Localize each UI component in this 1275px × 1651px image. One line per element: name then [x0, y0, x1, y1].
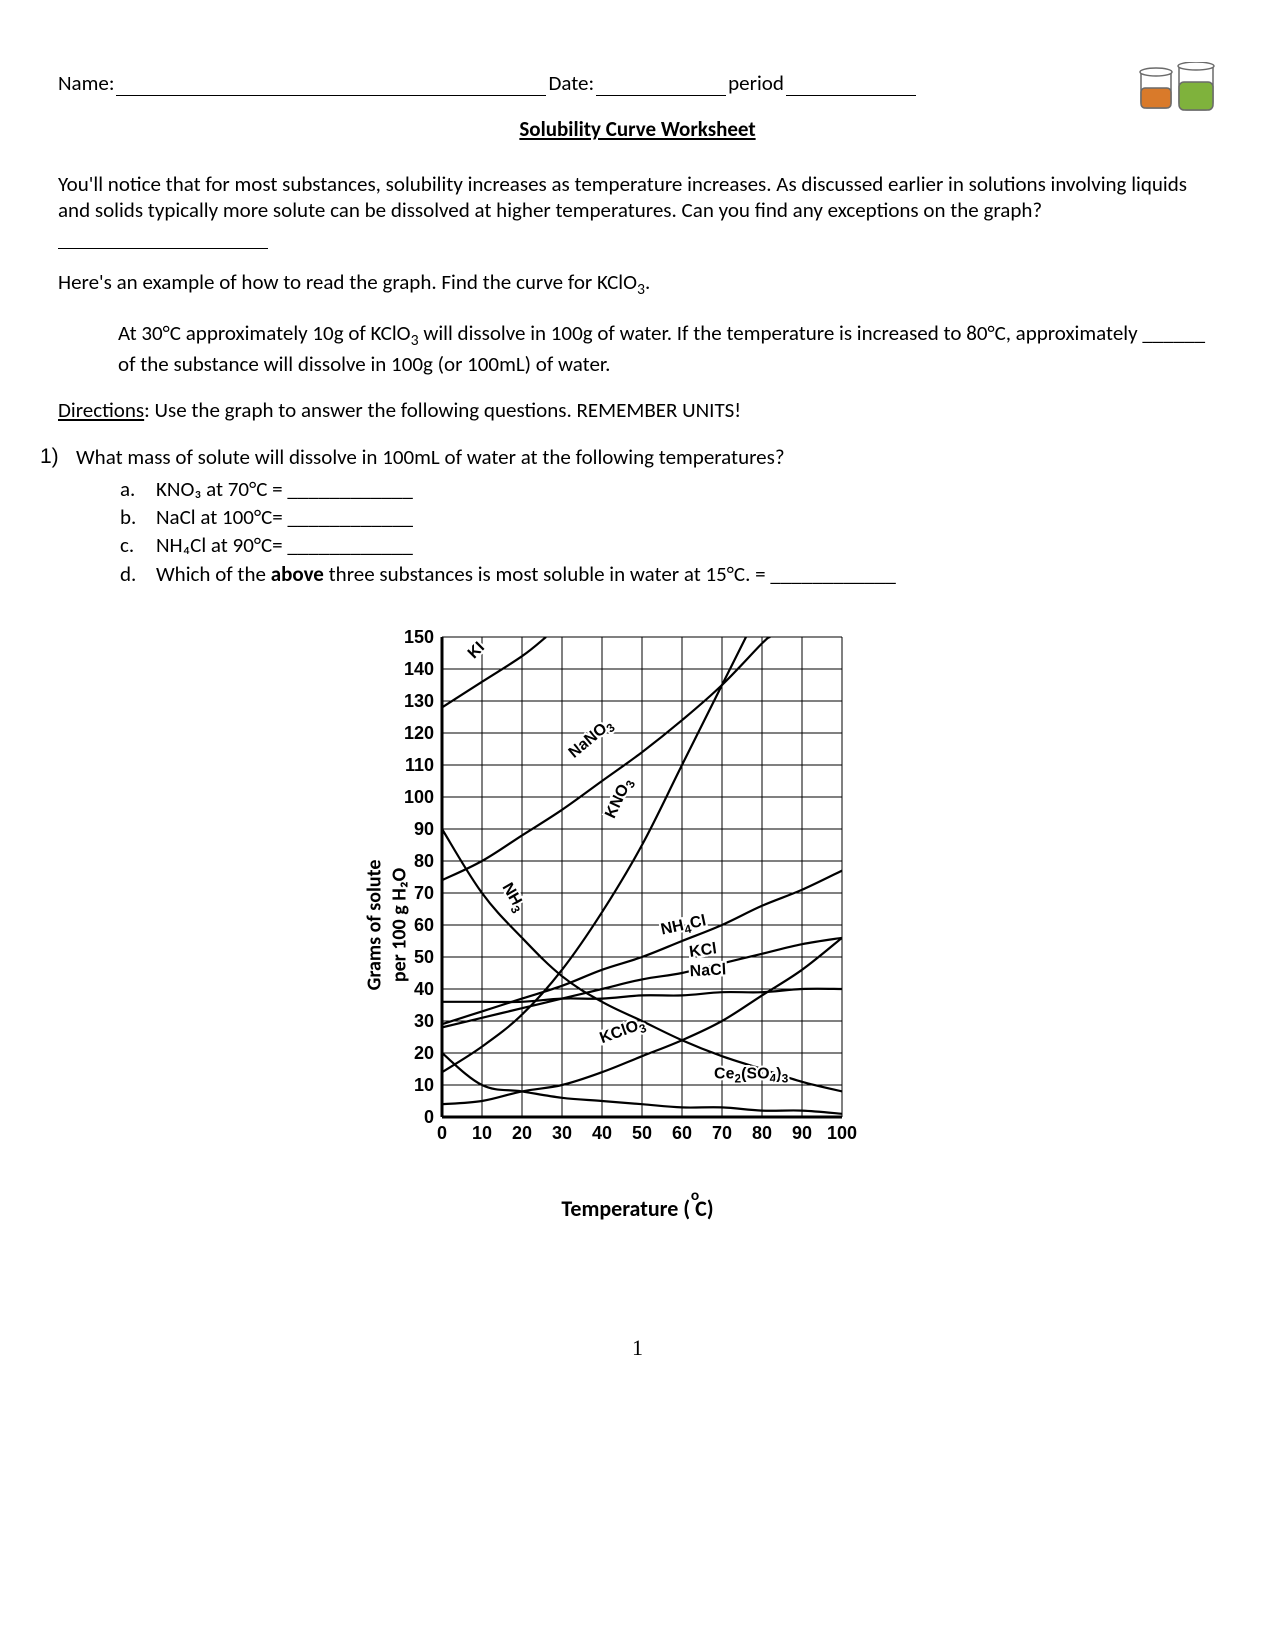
svg-text:0: 0 — [436, 1123, 446, 1143]
svg-text:150: 150 — [403, 627, 433, 647]
period-label: period — [728, 70, 784, 96]
svg-text:30: 30 — [413, 1011, 433, 1031]
svg-text:10: 10 — [471, 1123, 491, 1143]
intro-paragraph-2: Here's an example of how to read the gra… — [58, 269, 1217, 300]
q1d-letter: d. — [120, 561, 156, 587]
directions-text: : Use the graph to answer the following … — [144, 397, 741, 423]
name-blank — [116, 74, 546, 96]
q1-number: 1) — [40, 444, 76, 589]
svg-text:100: 100 — [826, 1123, 856, 1143]
svg-text:60: 60 — [413, 915, 433, 935]
q1-text: What mass of solute will dissolve in 100… — [76, 444, 1217, 470]
q1c-letter: c. — [120, 532, 156, 558]
svg-text:90: 90 — [791, 1123, 811, 1143]
q1b-text: NaCl at 100°C= ____________ — [156, 504, 413, 530]
directions-line: Directions: Use the graph to answer the … — [58, 397, 1217, 423]
header-row: Name: Date: period — [58, 70, 1217, 96]
worksheet-page: Name: Date: period Solubility Curve Work… — [0, 0, 1275, 1651]
period-blank — [786, 74, 916, 96]
solubility-chart: Grams of solute per 100 g H₂O 0102030405… — [378, 627, 898, 1223]
directions-label: Directions — [58, 397, 144, 423]
question-1: 1) What mass of solute will dissolve in … — [40, 444, 1217, 589]
svg-text:130: 130 — [403, 691, 433, 711]
svg-text:30: 30 — [551, 1123, 571, 1143]
worksheet-title: Solubility Curve Worksheet — [58, 116, 1217, 142]
example-paragraph: At 30°C approximately 10g of KClO3 will … — [118, 320, 1217, 377]
svg-text:NH3: NH3 — [496, 880, 528, 916]
svg-text:60: 60 — [671, 1123, 691, 1143]
chart-svg: 0 10 20 30 40 50 60 70 80 90 100 10 20 30 40 50 60 70 80 90… — [378, 627, 898, 1187]
svg-text:20: 20 — [413, 1043, 433, 1063]
svg-text:40: 40 — [591, 1123, 611, 1143]
q1b-letter: b. — [120, 504, 156, 530]
chart-ylabel: Grams of solute per 100 g H₂O — [362, 859, 412, 990]
svg-text:40: 40 — [413, 979, 433, 999]
exceptions-blank — [58, 227, 268, 249]
q1a-letter: a. — [120, 476, 156, 502]
svg-text:100: 100 — [403, 787, 433, 807]
svg-text:NaCl: NaCl — [689, 961, 726, 980]
svg-text:NaNO3: NaNO3 — [565, 715, 617, 763]
q1c-text: NH₄Cl at 90°C= ____________ — [156, 532, 413, 558]
svg-text:50: 50 — [631, 1123, 651, 1143]
sub-3b: 3 — [411, 331, 419, 350]
svg-text:80: 80 — [413, 851, 433, 871]
svg-text:90: 90 — [413, 819, 433, 839]
svg-text:110: 110 — [404, 755, 433, 775]
svg-text:Ce2(SO4)3: Ce2(SO4)3 — [714, 1065, 789, 1085]
intro-text-2: Here's an example of how to read the gra… — [58, 269, 637, 295]
svg-text:10: 10 — [413, 1075, 433, 1095]
svg-text:80: 80 — [751, 1123, 771, 1143]
sub-3a: 3 — [637, 280, 645, 299]
q1a: a.KNO₃ at 70°C = ____________ — [120, 476, 1217, 502]
svg-text:0: 0 — [423, 1107, 433, 1127]
beakers-icon — [1137, 62, 1217, 117]
svg-text:120: 120 — [403, 723, 433, 743]
q1d: d.Which of the above three substances is… — [120, 561, 1217, 587]
svg-text:KNO3: KNO3 — [602, 775, 638, 822]
chart-xlabel: Temperature (o C) — [378, 1195, 898, 1223]
page-number: 1 — [0, 1334, 1275, 1362]
svg-text:KCl: KCl — [688, 940, 718, 961]
q1d-text: Which of the above three substances is m… — [156, 561, 896, 587]
q1c: c.NH₄Cl at 90°C= ____________ — [120, 532, 1217, 558]
svg-text:70: 70 — [413, 883, 433, 903]
q1b: b. NaCl at 100°C= ____________ — [120, 504, 1217, 530]
date-label: Date: — [548, 70, 594, 96]
svg-text:70: 70 — [711, 1123, 731, 1143]
svg-text:KI: KI — [464, 639, 487, 662]
q1a-text: KNO₃ at 70°C = ____________ — [156, 476, 413, 502]
intro-text-1: You'll notice that for most substances, … — [58, 171, 1187, 223]
date-blank — [596, 74, 726, 96]
svg-text:NH4Cl: NH4Cl — [659, 912, 708, 941]
svg-text:140: 140 — [403, 659, 433, 679]
example-text-a: At 30°C approximately 10g of KClO — [118, 320, 411, 346]
svg-text:20: 20 — [511, 1123, 531, 1143]
intro-text-2-end: . — [645, 269, 650, 295]
intro-paragraph-1: You'll notice that for most substances, … — [58, 171, 1217, 250]
name-label: Name: — [58, 70, 114, 96]
svg-text:50: 50 — [413, 947, 433, 967]
